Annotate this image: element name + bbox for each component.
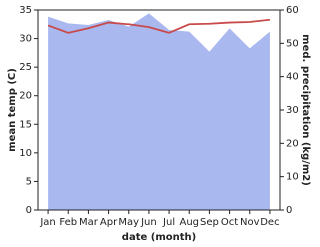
y-tick-label: 25 [19,62,32,73]
x-tick-label: Oct [221,217,238,228]
y-tick-label: 5 [26,176,32,187]
x-tick-label: Sep [200,217,219,228]
y-tick-label: 0 [26,205,32,216]
temperature-line [47,18,271,34]
x-tick-label: Jul [162,217,175,228]
precipitation-area [48,13,270,211]
x-tick-label: Dec [260,217,279,228]
y2-tick-label: 40 [286,72,299,83]
x-tick-label: Aug [179,217,199,228]
y2-tick-label: 50 [286,38,299,49]
x-tick-label: Jan [39,217,55,228]
x-tick-label: Nov [240,217,260,228]
y-tick-label: 30 [19,34,32,45]
x-tick-label: May [118,217,139,228]
y2-tick-label: 30 [286,105,299,116]
y-tick-label: 20 [19,91,32,102]
y2-tick-label: 0 [286,205,292,216]
x-tick-label: Apr [100,217,118,228]
x-axis-label: date (month) [122,232,196,243]
x-tick-label: Jun [140,217,157,228]
y2-axis-label: med. precipitation (kg/m2) [300,34,311,186]
y-axis-label: mean temp (C) [7,68,18,152]
y2-tick-label: 60 [286,5,299,16]
x-tick-label: Mar [79,217,99,228]
y-tick-label: 35 [19,5,32,16]
y2-tick-label: 20 [286,138,299,149]
x-tick-label: Feb [59,217,77,228]
y-tick-label: 15 [19,119,32,130]
y-tick-label: 10 [19,148,32,159]
y2-tick-label: 10 [286,172,299,183]
